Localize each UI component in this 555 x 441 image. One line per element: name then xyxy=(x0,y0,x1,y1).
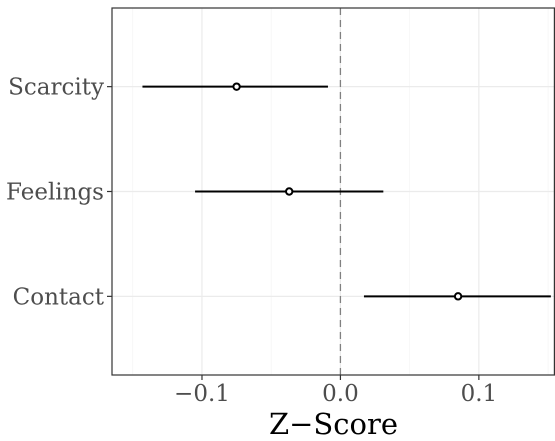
x-axis-title: Z−Score xyxy=(269,407,398,441)
x-tick-label: −0.1 xyxy=(174,381,230,407)
point-estimate-feelings xyxy=(285,187,294,196)
x-tick-label: 0.0 xyxy=(322,381,359,407)
y-tick-label-contact: Contact xyxy=(13,284,105,310)
y-tick-label-feelings: Feelings xyxy=(6,180,104,206)
x-axis: −0.1 0.0 0.1 xyxy=(174,375,497,407)
y-tick-label-scarcity: Scarcity xyxy=(8,75,104,101)
point-estimate-contact xyxy=(453,292,463,301)
x-tick-label: 0.1 xyxy=(461,381,498,407)
estimates-group xyxy=(142,82,551,301)
point-estimate-scarcity xyxy=(232,82,241,91)
y-axis: Scarcity Feelings Contact xyxy=(6,75,112,310)
